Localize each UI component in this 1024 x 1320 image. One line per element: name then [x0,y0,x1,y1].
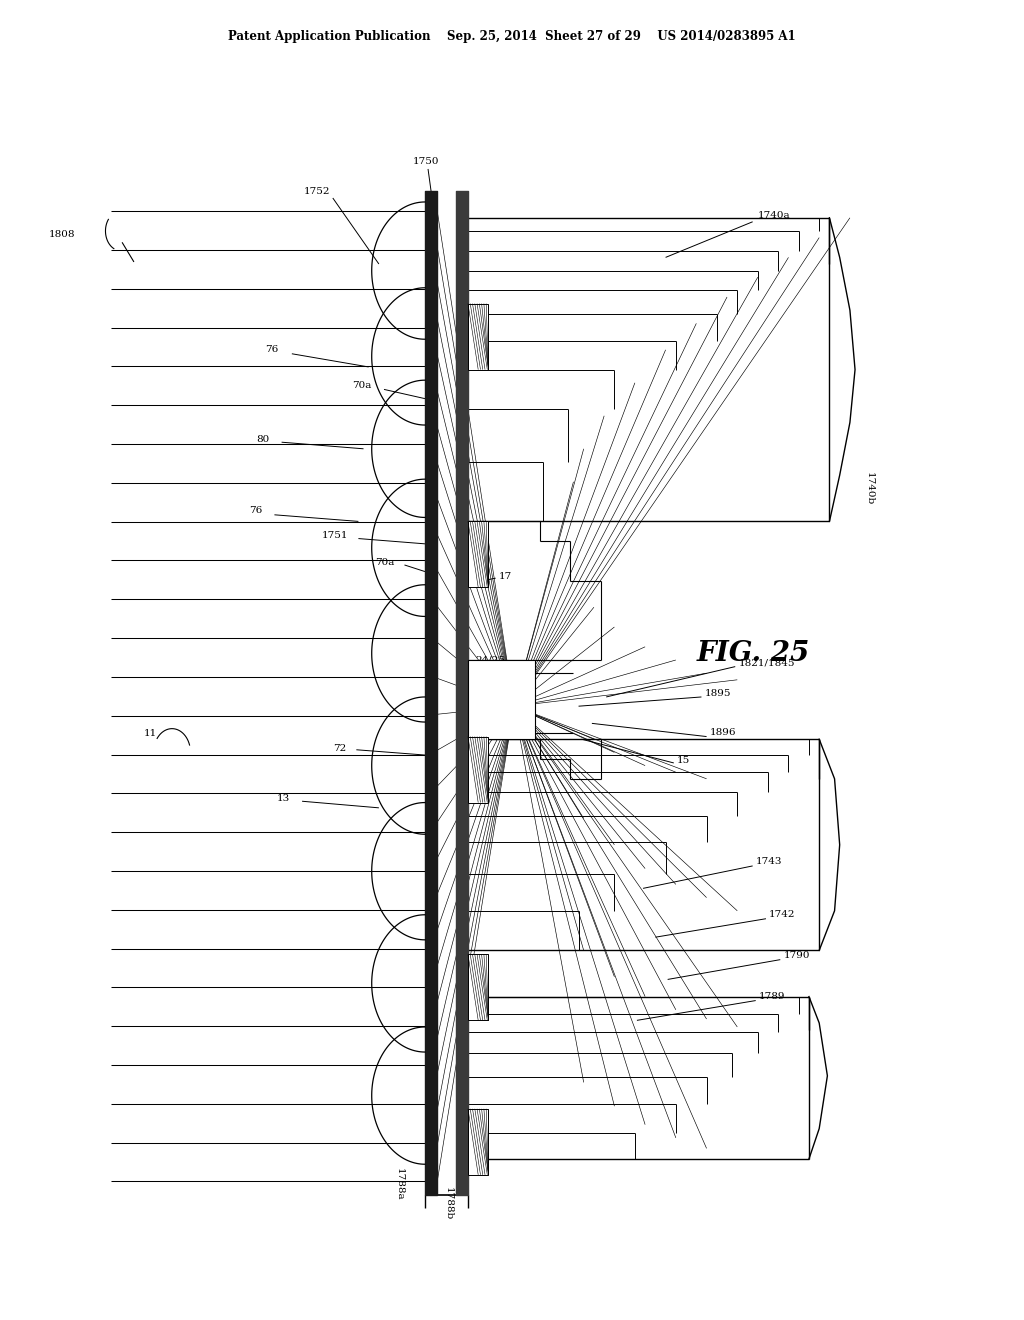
Text: 11: 11 [143,730,157,738]
Bar [468,954,488,1020]
Text: 1790: 1790 [783,952,810,960]
Text: 1788b: 1788b [444,1187,453,1221]
Text: 72: 72 [333,744,346,752]
Text: 1740a: 1740a [758,211,791,219]
Text: 24/25: 24/25 [475,656,505,664]
Text: 1743: 1743 [756,858,782,866]
Text: 1789: 1789 [759,993,785,1001]
Text: 1808: 1808 [49,231,76,239]
Text: 17: 17 [499,573,512,581]
Text: 1750: 1750 [413,157,439,165]
Text: Patent Application Publication    Sep. 25, 2014  Sheet 27 of 29    US 2014/02838: Patent Application Publication Sep. 25, … [228,30,796,44]
Text: 76: 76 [265,346,279,354]
Text: 1740b: 1740b [865,471,874,506]
Text: 1788a: 1788a [395,1168,403,1200]
Text: 1751: 1751 [322,532,348,540]
Bar [468,521,488,587]
Text: 1896: 1896 [710,729,736,737]
Text: 1752: 1752 [304,187,331,195]
Text: 1742: 1742 [769,911,796,919]
Bar [468,660,535,739]
Bar [468,304,488,370]
Text: 76: 76 [249,507,262,515]
Text: 80: 80 [256,436,269,444]
Bar [468,1109,488,1175]
Bar [468,737,488,803]
Text: 70a: 70a [352,381,372,389]
Text: 15: 15 [677,756,690,764]
Text: 70a: 70a [375,558,394,566]
Text: 13: 13 [276,795,290,803]
Text: 1895: 1895 [705,689,731,697]
Text: 1821/1845: 1821/1845 [738,659,795,667]
Text: FIG. 25: FIG. 25 [696,640,810,667]
